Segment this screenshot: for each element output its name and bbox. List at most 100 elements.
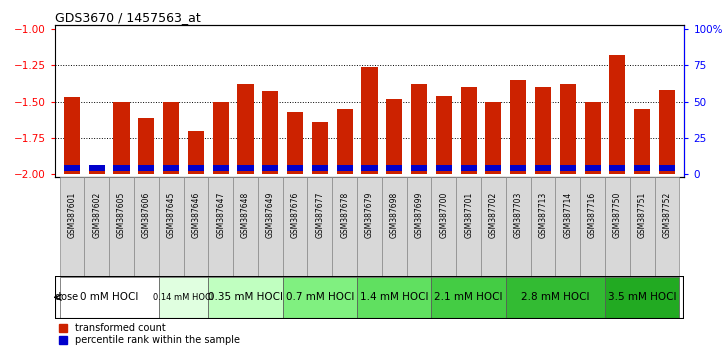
Text: 2.8 mM HOCl: 2.8 mM HOCl bbox=[521, 292, 590, 302]
Bar bbox=[89, 167, 105, 174]
Text: GSM387752: GSM387752 bbox=[662, 192, 671, 238]
Bar bbox=[654, 177, 679, 276]
Bar bbox=[307, 177, 332, 276]
Bar bbox=[282, 276, 357, 318]
Text: GSM387602: GSM387602 bbox=[92, 192, 101, 238]
Bar bbox=[456, 177, 481, 276]
Bar bbox=[262, 91, 278, 174]
Text: GSM387678: GSM387678 bbox=[340, 192, 349, 238]
Bar bbox=[188, 131, 204, 174]
Text: 3.5 mM HOCl: 3.5 mM HOCl bbox=[608, 292, 676, 302]
Text: GSM387646: GSM387646 bbox=[191, 192, 200, 238]
Bar bbox=[486, 165, 502, 171]
Text: GSM387645: GSM387645 bbox=[167, 192, 175, 238]
Bar bbox=[357, 276, 432, 318]
Bar bbox=[535, 165, 551, 171]
Bar bbox=[432, 177, 456, 276]
Bar bbox=[336, 165, 353, 171]
Bar bbox=[109, 177, 134, 276]
Text: 2.1 mM HOCl: 2.1 mM HOCl bbox=[435, 292, 503, 302]
Bar bbox=[138, 165, 154, 171]
Bar bbox=[357, 177, 382, 276]
Text: GSM387751: GSM387751 bbox=[638, 192, 646, 238]
Bar bbox=[585, 102, 601, 174]
Text: GSM387698: GSM387698 bbox=[389, 192, 399, 238]
Bar bbox=[432, 276, 506, 318]
Text: 0.35 mM HOCl: 0.35 mM HOCl bbox=[208, 292, 283, 302]
Text: GSM387716: GSM387716 bbox=[588, 192, 597, 238]
Bar bbox=[282, 177, 307, 276]
Bar bbox=[605, 276, 679, 318]
Text: GSM387649: GSM387649 bbox=[266, 192, 274, 238]
Bar bbox=[386, 99, 403, 174]
Bar bbox=[560, 165, 576, 171]
Bar bbox=[258, 177, 282, 276]
Bar bbox=[114, 165, 130, 171]
Bar bbox=[580, 177, 605, 276]
Bar bbox=[159, 177, 183, 276]
Bar bbox=[481, 177, 506, 276]
Bar bbox=[382, 177, 407, 276]
Bar bbox=[233, 177, 258, 276]
Bar bbox=[510, 80, 526, 174]
Bar bbox=[634, 109, 650, 174]
Bar bbox=[84, 177, 109, 276]
Bar bbox=[60, 276, 159, 318]
Bar bbox=[361, 67, 378, 174]
Text: GSM387700: GSM387700 bbox=[439, 192, 448, 238]
Bar bbox=[461, 87, 477, 174]
Bar bbox=[287, 112, 303, 174]
Bar bbox=[336, 109, 353, 174]
Bar bbox=[287, 165, 303, 171]
Bar bbox=[555, 177, 580, 276]
Bar bbox=[64, 165, 80, 171]
Text: 0.7 mM HOCl: 0.7 mM HOCl bbox=[285, 292, 354, 302]
Bar bbox=[486, 102, 502, 174]
Text: GSM387606: GSM387606 bbox=[142, 192, 151, 238]
Text: GSM387750: GSM387750 bbox=[613, 192, 622, 238]
Bar bbox=[386, 165, 403, 171]
Bar bbox=[237, 84, 253, 174]
Bar bbox=[213, 102, 229, 174]
Bar bbox=[609, 165, 625, 171]
Text: GSM387677: GSM387677 bbox=[315, 192, 325, 238]
Text: dose: dose bbox=[55, 292, 82, 302]
Bar bbox=[262, 165, 278, 171]
Bar bbox=[510, 165, 526, 171]
Text: GSM387713: GSM387713 bbox=[539, 192, 547, 238]
Bar bbox=[531, 177, 555, 276]
Text: GSM387699: GSM387699 bbox=[414, 192, 424, 238]
Bar bbox=[163, 165, 179, 171]
Bar bbox=[609, 55, 625, 174]
Bar bbox=[64, 97, 80, 174]
Bar bbox=[188, 165, 204, 171]
Text: GSM387679: GSM387679 bbox=[365, 192, 374, 238]
Bar bbox=[163, 102, 179, 174]
Text: GSM387702: GSM387702 bbox=[489, 192, 498, 238]
Text: 1.4 mM HOCl: 1.4 mM HOCl bbox=[360, 292, 429, 302]
Text: GSM387647: GSM387647 bbox=[216, 192, 225, 238]
Bar bbox=[630, 177, 654, 276]
Text: GSM387714: GSM387714 bbox=[563, 192, 572, 238]
Bar bbox=[634, 165, 650, 171]
Text: 0 mM HOCl: 0 mM HOCl bbox=[80, 292, 138, 302]
Text: GDS3670 / 1457563_at: GDS3670 / 1457563_at bbox=[55, 11, 200, 24]
Bar bbox=[659, 165, 675, 171]
Bar bbox=[159, 276, 208, 318]
Text: GSM387701: GSM387701 bbox=[464, 192, 473, 238]
Bar bbox=[332, 177, 357, 276]
Bar bbox=[89, 165, 105, 171]
Text: 0.14 mM HOCl: 0.14 mM HOCl bbox=[154, 293, 213, 302]
Bar bbox=[411, 165, 427, 171]
Bar bbox=[506, 276, 605, 318]
Bar bbox=[560, 84, 576, 174]
Bar bbox=[208, 276, 282, 318]
Bar bbox=[659, 90, 675, 174]
Bar bbox=[312, 165, 328, 171]
Bar bbox=[213, 165, 229, 171]
Bar bbox=[506, 177, 531, 276]
Bar bbox=[407, 177, 432, 276]
Bar bbox=[134, 177, 159, 276]
Bar bbox=[208, 177, 233, 276]
Text: GSM387703: GSM387703 bbox=[514, 192, 523, 238]
